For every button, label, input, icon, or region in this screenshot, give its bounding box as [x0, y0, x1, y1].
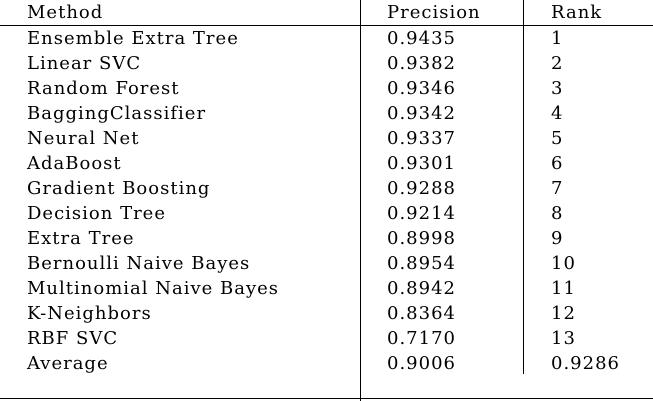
rank-cell: 3: [551, 78, 564, 99]
method-cell: Random Forest: [27, 78, 180, 99]
rank-cell: 7: [551, 178, 564, 199]
header-rank: Rank: [551, 2, 603, 23]
rank-cell: 10: [551, 253, 576, 274]
method-cell: Gradient Boosting: [27, 178, 211, 199]
method-cell: Neural Net: [27, 128, 140, 149]
rank-cell: 5: [551, 128, 564, 149]
column-divider-method: [360, 0, 361, 401]
precision-cell: 0.9337: [387, 128, 456, 149]
rank-cell: 8: [551, 203, 564, 224]
bottom-rule: [0, 398, 653, 399]
method-cell: RBF SVC: [27, 328, 119, 349]
rank-cell: 13: [551, 328, 576, 349]
precision-cell: 0.9288: [387, 178, 456, 199]
method-cell: Decision Tree: [27, 203, 166, 224]
method-cell: K-Neighbors: [27, 303, 152, 324]
rank-cell: 2: [551, 53, 564, 74]
header-rule: [0, 25, 653, 26]
method-cell: Linear SVC: [27, 53, 142, 74]
header-method: Method: [27, 2, 104, 23]
precision-cell: 0.9301: [387, 153, 456, 174]
rank-cell: 0.9286: [551, 353, 620, 374]
precision-cell: 0.8998: [387, 228, 456, 249]
header-precision: Precision: [387, 2, 481, 23]
precision-cell: 0.9382: [387, 53, 456, 74]
method-cell: AdaBoost: [27, 153, 122, 174]
precision-cell: 0.9006: [387, 353, 456, 374]
rank-cell: 12: [551, 303, 576, 324]
method-cell: Multinomial Naive Bayes: [27, 278, 280, 299]
precision-cell: 0.9342: [387, 103, 456, 124]
precision-cell: 0.9214: [387, 203, 456, 224]
rank-cell: 9: [551, 228, 564, 249]
precision-cell: 0.8364: [387, 303, 456, 324]
precision-cell: 0.8954: [387, 253, 456, 274]
rank-cell: 1: [551, 28, 564, 49]
rank-cell: 11: [551, 278, 576, 299]
method-cell: BaggingClassifier: [27, 103, 207, 124]
precision-cell: 0.9346: [387, 78, 456, 99]
rank-cell: 6: [551, 153, 564, 174]
precision-cell: 0.7170: [387, 328, 456, 349]
column-divider-precision: [523, 0, 524, 374]
method-cell: Average: [27, 353, 109, 374]
precision-cell: 0.9435: [387, 28, 456, 49]
method-cell: Extra Tree: [27, 228, 135, 249]
rank-cell: 4: [551, 103, 564, 124]
precision-cell: 0.8942: [387, 278, 456, 299]
method-cell: Ensemble Extra Tree: [27, 28, 239, 49]
method-cell: Bernoulli Naive Bayes: [27, 253, 251, 274]
